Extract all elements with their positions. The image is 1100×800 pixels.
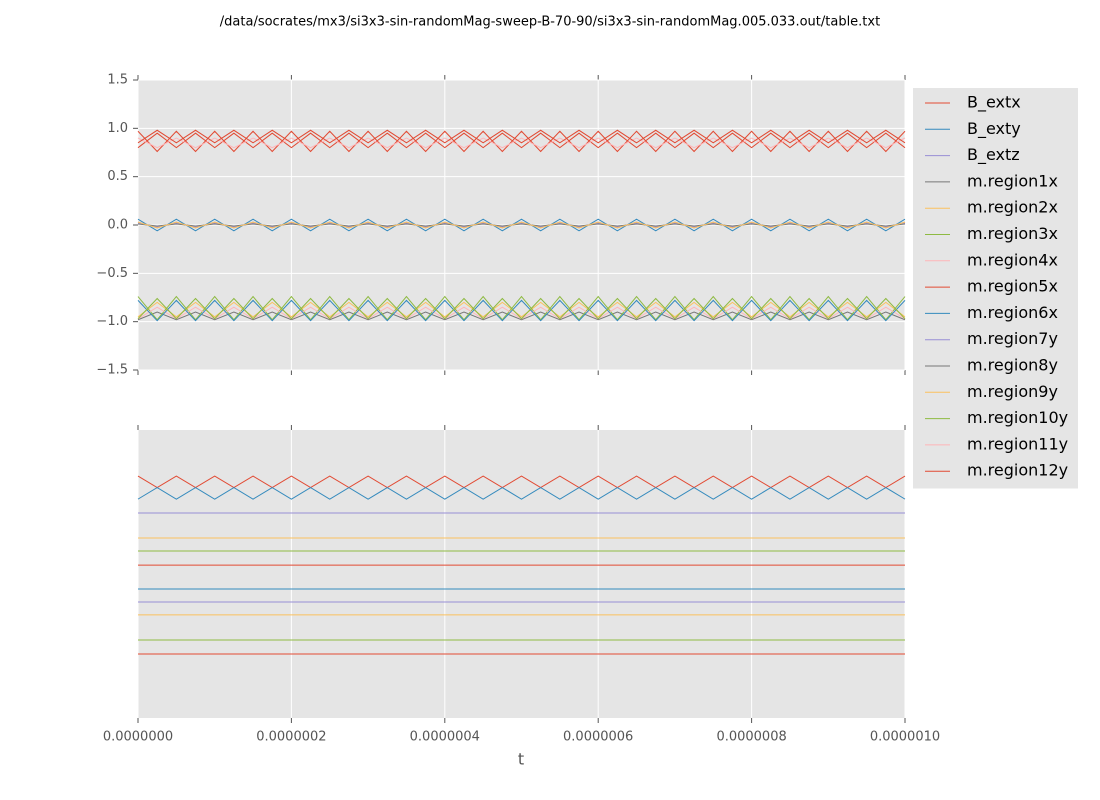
x-tick-label: 0.0000002	[256, 730, 326, 745]
legend-label: m.region5x	[967, 277, 1058, 296]
series-line	[137, 301, 906, 318]
y-tick-label: 0.5	[107, 169, 128, 184]
legend-label: m.region10y	[967, 408, 1068, 427]
series-line	[137, 129, 906, 144]
series-line	[137, 137, 906, 149]
legend-label: m.region11y	[967, 434, 1068, 453]
legend-label: B_exty	[967, 119, 1021, 139]
y-tick-label: 1.5	[107, 73, 128, 88]
series-line	[137, 299, 906, 322]
legend-label: m.region12y	[967, 461, 1068, 480]
chart-title: /data/socrates/mx3/si3x3-sin-randomMag-s…	[220, 15, 880, 30]
series-line	[137, 223, 906, 227]
y-tick-label: −1.5	[96, 363, 128, 378]
legend-label: m.region3x	[967, 224, 1058, 243]
series-line	[137, 218, 906, 232]
legend-label: m.region4x	[967, 250, 1058, 269]
y-tick-label: −0.5	[96, 266, 128, 281]
series-line	[137, 221, 906, 229]
y-tick-label: 0.0	[107, 218, 128, 233]
y-tick-label: 1.0	[107, 121, 128, 136]
series-line	[137, 475, 906, 489]
series-line	[137, 295, 906, 321]
x-tick-label: 0.0000000	[103, 730, 173, 745]
legend-label: B_extx	[967, 93, 1021, 113]
legend-box	[913, 88, 1078, 489]
legend-label: m.region2x	[967, 198, 1058, 217]
x-tick-label: 0.0000006	[563, 730, 633, 745]
plot-area	[138, 430, 905, 718]
x-axis-label: t	[518, 750, 524, 769]
legend-label: m.region1x	[967, 171, 1058, 190]
x-tick-label: 0.0000004	[410, 730, 480, 745]
x-tick-label: 0.0000010	[870, 730, 940, 745]
legend-label: B_extz	[967, 145, 1020, 165]
y-tick-label: −1.0	[96, 314, 128, 329]
x-tick-label: 0.0000008	[716, 730, 786, 745]
legend-label: m.region7y	[967, 329, 1058, 348]
legend-label: m.region6x	[967, 303, 1058, 322]
series-line	[137, 297, 906, 320]
series-line	[137, 132, 906, 149]
legend-label: m.region8y	[967, 356, 1058, 375]
legend-label: m.region9y	[967, 382, 1058, 401]
series-line	[137, 487, 906, 500]
